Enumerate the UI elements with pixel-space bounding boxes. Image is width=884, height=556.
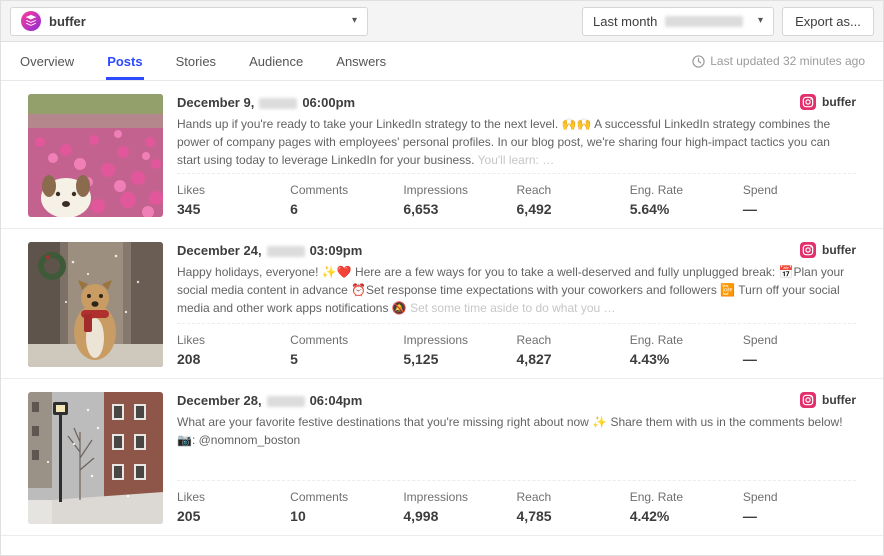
post-text-truncated: Set some time aside to do what you … xyxy=(406,301,616,315)
metric-impressions: Impressions 5,125 xyxy=(403,333,469,367)
account-chip: buffer xyxy=(800,392,856,408)
post-metrics-row: Likes 345 Comments 6 Impressions 6,653 Reac… xyxy=(177,173,856,217)
tabs-bar: Overview Posts Stories Audience Answers … xyxy=(1,42,883,81)
clock-icon xyxy=(692,54,705,68)
buffer-logo-icon xyxy=(21,11,41,31)
metric-reach: Reach 6,492 xyxy=(516,183,552,217)
metric-likes: Likes 205 xyxy=(177,490,206,524)
export-as-label: Export as... xyxy=(795,13,861,29)
tab-posts[interactable]: Posts xyxy=(106,42,144,80)
metric-spend: Spend — xyxy=(742,490,778,524)
account-selector-label: buffer xyxy=(49,13,86,29)
post-date: December 9, 06:00pm xyxy=(177,94,356,110)
export-as-button[interactable]: Export as... xyxy=(782,6,874,36)
analytics-panel: Overview Posts Stories Audience Answers … xyxy=(1,41,883,555)
instagram-icon xyxy=(800,242,816,258)
metric-eng-rate: Eng. Rate 4.42% xyxy=(629,490,684,524)
metric-comments: Comments 6 xyxy=(290,183,349,217)
post-header: December 9, 06:00pm buffer xyxy=(177,94,856,110)
metric-comments: Comments 10 xyxy=(290,490,349,524)
last-updated-status: Last updated 32 minutes ago xyxy=(692,42,865,80)
post-body: December 24, 03:09pm buffer Happy xyxy=(177,242,856,367)
post-metrics-row: Likes 208 Comments 5 Impressions 5,125 Reac… xyxy=(177,323,856,367)
chevron-down-icon: ▾ xyxy=(757,15,763,26)
metric-reach: Reach 4,785 xyxy=(516,490,552,524)
account-name: buffer xyxy=(822,393,856,407)
top-bar: buffer ▾ Last month ▾ Export as... xyxy=(1,1,883,41)
post-header: December 24, 03:09pm buffer xyxy=(177,242,856,258)
account-chip: buffer xyxy=(800,242,856,258)
post-text: What are your favorite festive destinati… xyxy=(177,415,843,447)
metric-comments: Comments 5 xyxy=(290,333,349,367)
post-card: December 24, 03:09pm buffer Happy xyxy=(1,229,883,379)
metric-impressions: Impressions 4,998 xyxy=(403,490,469,524)
account-chip: buffer xyxy=(800,94,856,110)
account-name: buffer xyxy=(822,243,856,257)
tab-stories[interactable]: Stories xyxy=(175,53,217,69)
metric-impressions: Impressions 6,653 xyxy=(403,183,469,217)
date-range-label: Last month xyxy=(593,13,658,29)
post-thumbnail xyxy=(28,242,163,367)
metric-spend: Spend — xyxy=(742,333,778,367)
post-header: December 28, 06:04pm buffer xyxy=(177,392,856,408)
metric-likes: Likes 345 xyxy=(177,183,206,217)
redacted-date-range xyxy=(665,15,744,27)
metric-spend: Spend — xyxy=(742,183,778,217)
metric-eng-rate: Eng. Rate 5.64% xyxy=(629,183,684,217)
tab-answers[interactable]: Answers xyxy=(336,53,387,69)
tab-overview[interactable]: Overview xyxy=(20,53,75,69)
post-text: Happy holidays, everyone! ✨❤️ Here are a… xyxy=(177,265,845,315)
post-text: Hands up if you're ready to take your Li… xyxy=(177,117,831,167)
instagram-icon xyxy=(800,94,816,110)
redacted-year xyxy=(266,245,305,257)
instagram-icon xyxy=(800,392,816,408)
metric-reach: Reach 4,827 xyxy=(516,333,552,367)
post-metrics-row: Likes 205 Comments 10 Impressions 4,998 Rea… xyxy=(177,480,856,524)
post-thumbnail xyxy=(28,392,163,524)
post-card: December 9, 06:00pm buffer Hands u xyxy=(1,81,883,229)
post-date: December 24, 03:09pm xyxy=(177,242,363,258)
post-date: December 28, 06:04pm xyxy=(177,392,363,408)
post-body: December 9, 06:00pm buffer Hands u xyxy=(177,94,856,217)
post-text-truncated: You'll learn: … xyxy=(474,153,555,167)
last-updated-text: Last updated 32 minutes ago xyxy=(710,54,865,68)
tab-audience[interactable]: Audience xyxy=(249,53,304,69)
chevron-down-icon: ▾ xyxy=(351,15,357,26)
metric-eng-rate: Eng. Rate 4.43% xyxy=(629,333,684,367)
post-card: December 28, 06:04pm buffer What a xyxy=(1,379,883,536)
account-selector-dropdown[interactable]: buffer ▾ xyxy=(10,6,368,36)
post-thumbnail xyxy=(28,94,163,217)
post-body: December 28, 06:04pm buffer What a xyxy=(177,392,856,524)
date-range-dropdown[interactable]: Last month ▾ xyxy=(582,6,774,36)
metric-likes: Likes 208 xyxy=(177,333,206,367)
account-name: buffer xyxy=(822,95,856,109)
redacted-year xyxy=(266,395,305,407)
redacted-year xyxy=(259,97,298,109)
